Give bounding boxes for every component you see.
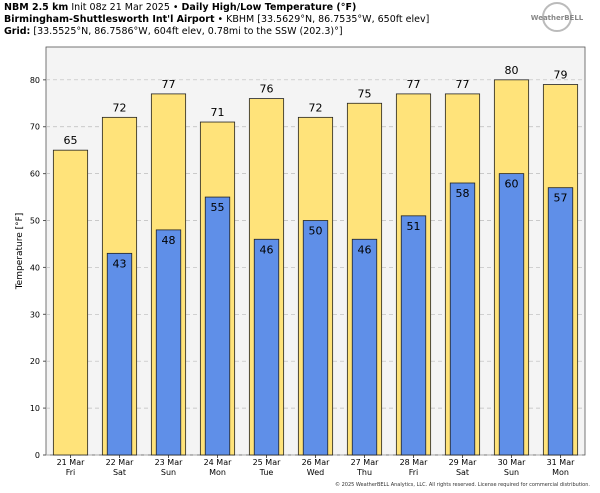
- value-label: 72: [309, 101, 323, 114]
- bar: [106, 252, 133, 456]
- bar: [547, 187, 574, 456]
- x-tick-sublabel: Sat: [456, 468, 469, 477]
- value-label: 57: [554, 192, 568, 205]
- bar: [204, 196, 231, 456]
- value-label: 58: [456, 187, 470, 200]
- grid-label: Grid:: [4, 26, 31, 37]
- model: NBM 2.5 km: [4, 2, 69, 13]
- x-tick-label: 24 Mar: [204, 458, 233, 467]
- station: Birmingham-Shuttlesworth Int'l Airport: [4, 14, 215, 25]
- product: Daily High/Low Temperature (°F): [181, 2, 357, 13]
- value-label: 65: [64, 134, 78, 147]
- bar: [400, 215, 427, 456]
- y-tick-label: 70: [30, 123, 40, 132]
- bar: [52, 149, 89, 456]
- y-tick-label: 80: [30, 76, 40, 85]
- y-label: Temperature [°F]: [15, 213, 25, 291]
- x-tick-label: 30 Mar: [498, 458, 527, 467]
- x-tick-label: 21 Mar: [57, 458, 86, 467]
- value-label: 79: [554, 69, 568, 82]
- x-tick-label: 27 Mar: [351, 458, 380, 467]
- x-tick-label: 26 Mar: [302, 458, 331, 467]
- y-tick-label: 40: [30, 263, 40, 272]
- value-label: 51: [407, 220, 421, 233]
- x-tick-sublabel: Thu: [356, 468, 372, 477]
- value-label: 46: [260, 243, 274, 256]
- x-tick-label: 28 Mar: [400, 458, 429, 467]
- footer: © 2025 WeatherBELL Analytics, LLC. All r…: [335, 481, 590, 488]
- y-tick-label: 30: [30, 310, 40, 319]
- value-label: 48: [162, 234, 176, 247]
- grid-info: [33.5525°N, 86.7586°W, 604ft elev, 0.78m…: [33, 26, 343, 37]
- bar: [498, 173, 525, 456]
- x-tick-sublabel: Mon: [552, 468, 569, 477]
- x-tick-label: 31 Mar: [547, 458, 576, 467]
- bar: [302, 220, 329, 456]
- value-label: 50: [309, 225, 323, 238]
- x-tick-label: 29 Mar: [449, 458, 478, 467]
- value-label: 46: [358, 243, 372, 256]
- y-tick-label: 60: [30, 170, 40, 179]
- value-label: 60: [505, 178, 519, 191]
- bar: [351, 238, 378, 456]
- station-info: KBHM [33.5629°N, 86.7535°W, 650ft elev]: [226, 14, 430, 25]
- bar: [253, 238, 280, 456]
- value-label: 77: [407, 78, 421, 91]
- value-label: 75: [358, 87, 372, 100]
- x-tick-label: 23 Mar: [155, 458, 184, 467]
- value-label: 77: [162, 78, 176, 91]
- y-tick-label: 10: [30, 404, 40, 413]
- x-tick-sublabel: Mon: [209, 468, 226, 477]
- value-label: 76: [260, 83, 274, 96]
- x-tick-sublabel: Tue: [259, 468, 274, 477]
- value-label: 72: [113, 101, 127, 114]
- value-label: 43: [113, 257, 127, 270]
- value-label: 80: [505, 64, 519, 77]
- value-label: 55: [211, 201, 225, 214]
- logo-ring: [542, 2, 572, 32]
- header: NBM 2.5 km Init 08z 21 Mar 2025 • Daily …: [4, 2, 430, 37]
- y-tick-label: 50: [30, 217, 40, 226]
- bar: [155, 229, 182, 456]
- x-tick-label: 25 Mar: [253, 458, 282, 467]
- x-tick-sublabel: Fri: [66, 468, 76, 477]
- x-tick-sublabel: Sun: [504, 468, 519, 477]
- y-tick-label: 0: [35, 451, 40, 460]
- logo: WeatherBELL: [531, 14, 584, 22]
- value-label: 71: [211, 106, 225, 119]
- x-tick-sublabel: Fri: [409, 468, 419, 477]
- y-tick-label: 20: [30, 357, 40, 366]
- x-tick-sublabel: Wed: [307, 468, 324, 477]
- bar: [449, 182, 476, 456]
- value-label: 77: [456, 78, 470, 91]
- x-tick-sublabel: Sat: [113, 468, 126, 477]
- x-tick-sublabel: Sun: [161, 468, 176, 477]
- init: Init 08z 21 Mar 2025: [71, 2, 170, 13]
- x-tick-label: 22 Mar: [106, 458, 135, 467]
